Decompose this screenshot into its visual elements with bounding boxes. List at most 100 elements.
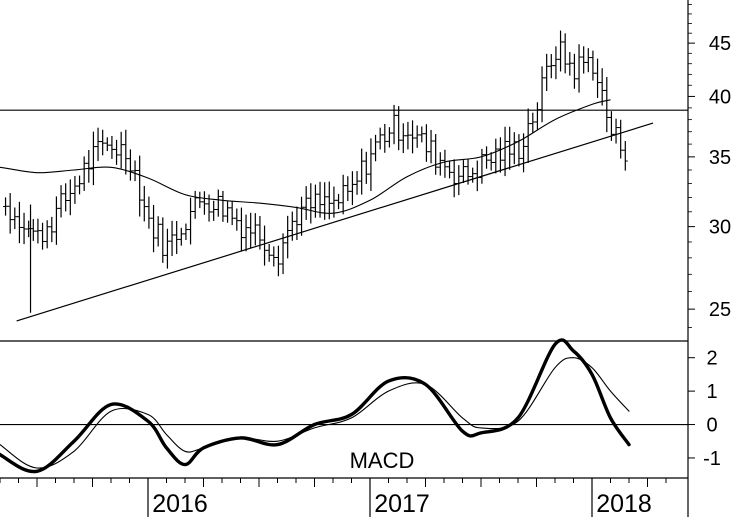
ohlc-bar	[257, 215, 263, 250]
ohlc-bar	[90, 131, 96, 186]
ohlc-bar	[618, 119, 624, 159]
ohlc-bar	[493, 138, 499, 174]
ohlc-bar	[275, 245, 281, 277]
ohlc-bar	[118, 131, 124, 169]
ohlc-bar	[81, 156, 87, 191]
ohlc-bar	[391, 104, 397, 145]
ohlc-bar	[534, 102, 540, 130]
price-panel	[0, 30, 688, 322]
ohlc-bar	[502, 126, 508, 177]
ohlc-bar	[613, 118, 619, 144]
trendline	[16, 122, 654, 322]
ohlc-bar	[294, 206, 300, 241]
ohlc-bar	[511, 132, 517, 165]
ohlc-bar	[345, 176, 351, 201]
ohlc-bar	[354, 171, 360, 195]
ohlc-bar	[266, 243, 272, 262]
ohlc-bar	[53, 196, 59, 245]
ohlc-bar	[174, 220, 180, 254]
ohlc-bars	[3, 30, 628, 313]
macd-panel	[0, 338, 688, 474]
price-tick-label: 30	[709, 217, 731, 239]
macd-label: MACD	[350, 448, 415, 473]
ohlc-bar	[622, 141, 628, 171]
ohlc-bar	[331, 186, 337, 218]
ohlc-bar	[585, 48, 591, 73]
ohlc-bar	[12, 207, 18, 230]
ohlc-bar	[562, 33, 568, 74]
ohlc-bar	[410, 120, 416, 154]
ohlc-bar	[141, 185, 147, 222]
ohlc-bar	[340, 174, 346, 215]
macd-tick-label: -1	[703, 448, 721, 470]
ohlc-bar	[63, 183, 69, 212]
ohlc-bar	[525, 108, 531, 163]
ohlc-bar	[183, 223, 189, 241]
ohlc-bar	[44, 220, 50, 249]
ohlc-bar	[285, 215, 291, 259]
price-tick-label: 40	[709, 86, 731, 108]
ohlc-bar	[521, 133, 527, 173]
ohlc-bar	[497, 137, 503, 173]
ohlc-bar	[581, 46, 587, 74]
ohlc-bar	[211, 200, 217, 221]
ohlc-bar	[548, 54, 554, 79]
ohlc-bar	[595, 58, 601, 98]
x-axis-label-2016: 2016	[152, 490, 208, 517]
ohlc-bar	[155, 216, 161, 247]
ohlc-bar	[474, 160, 480, 192]
ohlc-bar	[280, 233, 286, 275]
ohlc-bar	[599, 68, 605, 106]
ohlc-bar	[571, 53, 577, 89]
ohlc-bar	[479, 148, 485, 184]
ohlc-bar	[95, 127, 101, 162]
x-axis-label-2017: 2017	[374, 490, 430, 517]
ohlc-bar	[201, 191, 207, 215]
ohlc-bar	[308, 183, 314, 224]
ohlc-bar	[516, 134, 522, 167]
ohlc-bar	[349, 171, 355, 206]
ohlc-bar	[428, 129, 434, 164]
ohlc-bar	[234, 208, 240, 231]
ohlc-bar	[608, 111, 614, 141]
ohlc-bar	[484, 146, 490, 169]
moving-average-line	[0, 99, 611, 214]
ohlc-bar	[590, 50, 596, 81]
ohlc-bar	[238, 207, 244, 252]
macd-line	[0, 338, 631, 474]
ohlc-bar	[215, 189, 221, 217]
ohlc-bar	[567, 51, 573, 76]
ohlc-bar	[604, 76, 610, 133]
ohlc-bar	[460, 160, 466, 184]
ohlc-bar	[151, 204, 157, 253]
ohlc-bar	[86, 150, 92, 183]
ohlc-bar	[35, 218, 41, 244]
ohlc-bar	[396, 106, 402, 151]
ohlc-bar	[58, 185, 64, 218]
ohlc-bar	[137, 155, 143, 217]
ohlc-bar	[188, 197, 194, 245]
ohlc-bar	[419, 126, 425, 143]
ohlc-bar	[206, 194, 212, 222]
price-tick-label: 35	[709, 147, 731, 169]
ohlc-bar	[359, 148, 365, 195]
ohlc-bar	[164, 228, 170, 269]
ohlc-bar	[544, 53, 550, 92]
ohlc-bar	[104, 137, 110, 152]
ohlc-bar	[437, 152, 443, 176]
ohlc-bar	[530, 112, 536, 134]
ohlc-bar	[21, 212, 27, 245]
ohlc-bar	[336, 193, 342, 210]
ohlc-bar	[127, 149, 133, 181]
ohlc-bar	[225, 201, 231, 223]
macd-signal-line	[0, 357, 630, 469]
ohlc-bar	[373, 134, 379, 162]
ohlc-bar	[132, 160, 138, 182]
ohlc-bar	[470, 167, 476, 183]
ohlc-bar	[553, 46, 559, 80]
ohlc-bar	[109, 135, 115, 159]
ohlc-bar	[252, 213, 258, 246]
ohlc-bar	[67, 179, 73, 216]
ohlc-bar	[146, 196, 152, 229]
